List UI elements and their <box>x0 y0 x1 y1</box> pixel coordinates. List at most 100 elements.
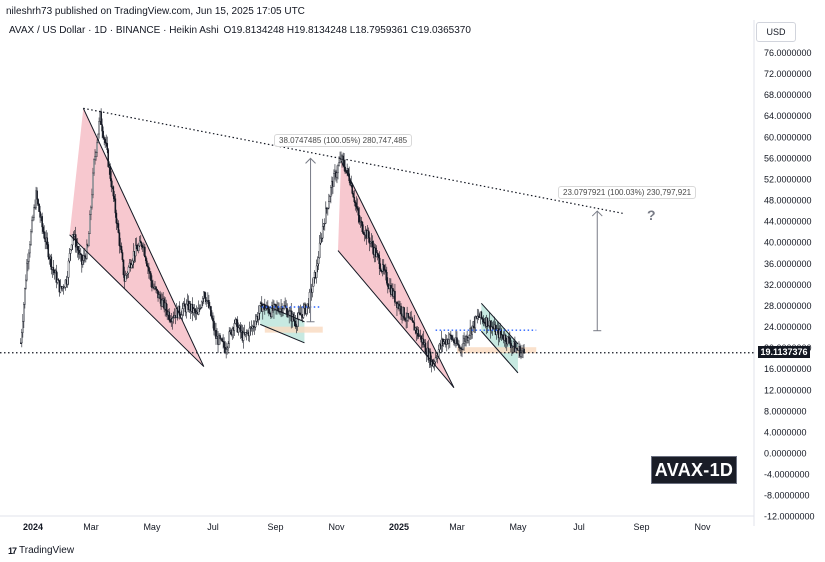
candle-body <box>236 319 239 333</box>
footer[interactable]: 17 TradingView <box>8 545 74 556</box>
candle-body <box>79 253 82 255</box>
x-tick-label: 2024 <box>23 522 43 532</box>
candle-body <box>70 244 73 250</box>
candle-body <box>193 308 196 311</box>
candle-body <box>52 267 55 271</box>
candle-body <box>501 334 504 339</box>
candle-body <box>25 279 27 289</box>
candle-body <box>100 111 102 125</box>
candle-body <box>404 318 406 321</box>
candle-body <box>356 206 359 209</box>
candle-body <box>101 124 103 132</box>
wedge-upper-line-1 <box>82 108 205 367</box>
candle-body <box>369 242 372 244</box>
candle-body <box>233 323 236 331</box>
candle-body <box>361 221 364 233</box>
candle-body <box>57 279 60 281</box>
candle-body <box>117 223 120 233</box>
candle-body <box>489 320 492 331</box>
candle-body <box>234 318 237 324</box>
candle-body <box>172 317 175 319</box>
candle-body <box>367 230 370 238</box>
candle-body <box>352 193 355 198</box>
candle-body <box>333 173 335 187</box>
candle-body <box>211 315 213 319</box>
current-price-tag: 19.1137376 <box>758 346 810 358</box>
candle-body <box>312 277 315 287</box>
candle-body <box>320 237 323 240</box>
candle-body <box>56 279 59 283</box>
candle-body <box>264 303 266 311</box>
candle-body <box>355 202 358 207</box>
y-axis[interactable]: 76.0000000 72.0000000 68.0000000 64.0000000… <box>753 20 815 526</box>
x-tick-label: Mar <box>449 522 465 532</box>
x-tick-label: 2025 <box>389 522 409 532</box>
support-zone-2 <box>456 347 537 354</box>
candle-body <box>520 351 522 357</box>
candle-body <box>198 307 201 310</box>
candle-body <box>474 316 477 329</box>
candle-body <box>83 255 85 261</box>
candle-body <box>102 130 104 138</box>
candle-body <box>205 297 207 303</box>
symbol-info[interactable]: AVAX / US Dollar · 1D · BINANCE · Heikin… <box>9 25 219 36</box>
candle-body <box>382 264 385 270</box>
candle-body <box>147 265 149 268</box>
candle-body <box>319 237 322 244</box>
candle-body <box>254 320 257 328</box>
symbol-legend[interactable]: AVAX / US Dollar · 1D · BINANCE · Heikin… <box>9 25 471 36</box>
candle-body <box>138 240 141 247</box>
candle-body <box>347 168 349 174</box>
candle-body <box>226 347 228 350</box>
x-axis[interactable]: 2024 Mar May Jul Sep Nov 2025 Mar May Jul Sep Nov <box>0 515 754 532</box>
candle-body <box>96 142 98 153</box>
y-tick-label: 36.0000000 <box>764 259 812 269</box>
tradingview-brand[interactable]: TradingView <box>19 545 75 556</box>
support-zone-1 <box>264 326 323 333</box>
candle-body <box>156 289 158 291</box>
candle-body <box>237 327 240 333</box>
candle-body <box>500 334 503 336</box>
candle-body <box>200 301 203 308</box>
measure-arrow-head-2 <box>591 210 603 217</box>
candle-body <box>80 254 83 265</box>
candle-body <box>91 194 93 208</box>
candle-body <box>480 311 483 319</box>
published-line: nileshrh73 published on TradingView.com,… <box>6 6 305 17</box>
y-tick-label: -12.0000000 <box>764 512 815 522</box>
y-tick-label: 76.0000000 <box>764 48 812 58</box>
currency-button[interactable]: USD <box>756 22 796 42</box>
candle-body <box>92 172 94 196</box>
candle-body <box>318 242 321 258</box>
candle-body <box>374 247 377 257</box>
y-tick-label: 72.0000000 <box>764 69 812 79</box>
candle-body <box>407 312 409 318</box>
candle-body <box>387 282 389 287</box>
candle-body <box>337 165 339 174</box>
candle-body <box>213 320 215 331</box>
candle-body <box>511 346 513 349</box>
y-tick-label: 48.0000000 <box>764 196 812 206</box>
candle-body <box>68 253 71 262</box>
candle-body <box>227 343 230 349</box>
candle-body <box>521 350 523 352</box>
candle-body <box>32 217 34 221</box>
candle-body <box>191 304 194 313</box>
candle-body <box>171 318 174 322</box>
candle-body <box>265 308 267 311</box>
tradingview-logo-icon[interactable]: 17 <box>8 545 17 556</box>
candle-body <box>323 222 326 225</box>
candle-body <box>400 305 402 315</box>
candle-body <box>405 320 407 322</box>
candle-body <box>422 338 425 345</box>
candle-body <box>514 341 516 353</box>
candle-body <box>504 334 507 342</box>
candle-body <box>106 143 109 150</box>
candle-body <box>215 330 217 339</box>
candle-body <box>199 307 202 309</box>
candle-body <box>20 342 22 344</box>
candle-body <box>148 266 150 272</box>
candle-body <box>24 288 26 305</box>
candle-body <box>28 252 30 262</box>
